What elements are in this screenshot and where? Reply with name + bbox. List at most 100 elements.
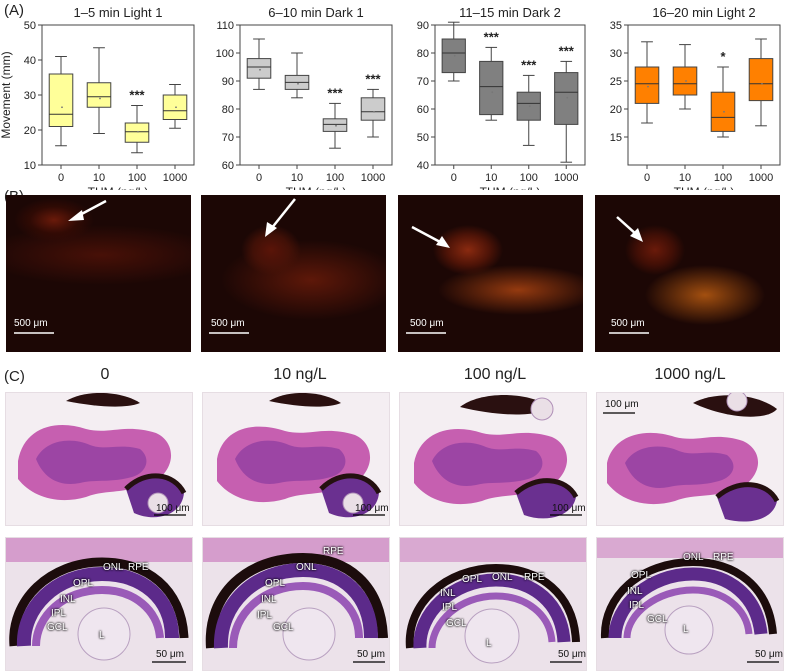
mean-point <box>566 96 569 99</box>
y-tick-label: 110 <box>216 20 234 32</box>
y-tick-label: 30 <box>24 90 36 102</box>
box <box>48 73 74 127</box>
box <box>748 58 774 102</box>
arrow-icon <box>209 198 296 334</box>
y-tick-label: 80 <box>417 48 429 60</box>
layer-label-ipl: IPL <box>629 600 645 611</box>
significance-label: *** <box>559 43 575 58</box>
mean-point <box>528 105 531 108</box>
fluorescence-image-10: 500 μm <box>201 195 386 352</box>
mean-point <box>647 85 649 88</box>
layer-label-opl: OPL <box>631 570 652 581</box>
y-tick-label: 35 <box>610 20 622 32</box>
scale-bar-label: 500 μm <box>611 318 645 329</box>
chart-title: 11–15 min Dark 2 <box>459 5 561 20</box>
layer-label-inl: INL <box>627 586 643 597</box>
layer-label-ipl: IPL <box>257 610 273 621</box>
box <box>554 72 579 125</box>
scale-bar-label: 100 μm <box>355 503 389 514</box>
plot-frame <box>434 24 586 166</box>
significance-label: *** <box>129 88 145 103</box>
box <box>360 97 386 121</box>
box <box>322 118 348 132</box>
layer-label-lens: L <box>99 630 105 641</box>
y-tick-label: 100 <box>216 48 234 60</box>
significance-label: *** <box>484 29 500 44</box>
significance-label: *** <box>521 57 537 72</box>
mean-point <box>685 80 687 82</box>
histology-retina-1000: ONL RPE OPL INL IPL GCL L 50 μm <box>596 537 784 671</box>
arrow-icon <box>609 216 649 334</box>
x-tick-label: 1000 <box>361 172 385 184</box>
histology-brain-10: 100 μm <box>202 392 390 526</box>
layer-label-onl: ONL <box>683 552 704 563</box>
y-tick-label: 15 <box>610 132 622 144</box>
x-axis-label: THM (ng/L) <box>286 185 347 190</box>
scale-bar-label: 500 μm <box>410 318 444 329</box>
layer-label-inl: INL <box>261 594 277 605</box>
box <box>516 91 541 121</box>
significance-label: *** <box>327 85 343 100</box>
plot-frame <box>627 24 781 166</box>
y-tick-label: 50 <box>417 132 429 144</box>
plot-frame <box>239 24 393 166</box>
layer-label-rpe: RPE <box>323 546 344 557</box>
panel-label-c: (C) <box>4 368 25 385</box>
chart-title: 6–10 min Dark 1 <box>268 5 363 20</box>
mean-point <box>491 91 494 94</box>
layer-label-inl: INL <box>60 594 76 605</box>
x-tick-label: 0 <box>451 172 457 184</box>
box <box>710 91 736 132</box>
layer-label-onl: ONL <box>296 562 317 573</box>
layer-label-gcl: GCL <box>446 618 467 629</box>
y-tick-label: 90 <box>222 76 234 88</box>
x-tick-label: 10 <box>93 172 105 184</box>
x-tick-label: 10 <box>485 172 497 184</box>
histology-brain-1000: 100 μm <box>596 392 784 526</box>
scale-bar-label: 50 μm <box>357 649 385 660</box>
y-tick-label: 10 <box>24 160 36 172</box>
histology-retina-100: OPL ONL RPE INL IPL GCL L 50 μm <box>399 537 587 671</box>
layer-label-gcl: GCL <box>47 622 68 633</box>
mean-point <box>373 110 375 113</box>
x-tick-label: 10 <box>291 172 303 184</box>
x-tick-label: 0 <box>256 172 262 184</box>
layer-label-onl: ONL <box>103 562 124 573</box>
scale-bar-label: 50 μm <box>156 649 184 660</box>
x-axis-label: THM (ng/L) <box>480 185 541 190</box>
x-tick-label: 1000 <box>749 172 773 184</box>
significance-label: *** <box>365 71 381 86</box>
y-tick-label: 20 <box>24 125 36 137</box>
y-tick-label: 70 <box>222 132 234 144</box>
x-tick-label: 100 <box>520 172 538 184</box>
scale-bar-label: 500 μm <box>14 318 48 329</box>
y-tick-label: 30 <box>610 48 622 60</box>
layer-label-opl: OPL <box>265 578 286 589</box>
layer-label-inl: INL <box>440 588 456 599</box>
chart-title: 16–20 min Light 2 <box>652 5 755 20</box>
layer-label-opl: OPL <box>462 574 483 585</box>
x-axis-label: THM (ng/L) <box>674 185 735 190</box>
x-tick-label: 100 <box>326 172 344 184</box>
layer-label-gcl: GCL <box>647 614 668 625</box>
histology-brain-0: 100 μm <box>5 392 193 526</box>
x-axis-label: THM (ng/L) <box>88 185 149 190</box>
x-tick-label: 100 <box>128 172 146 184</box>
mean-point <box>297 82 299 85</box>
layer-label-lens: L <box>486 638 492 649</box>
scale-bar-label: 100 μm <box>156 503 190 514</box>
mean-point <box>723 110 725 113</box>
layer-label-opl: OPL <box>73 578 94 589</box>
layer-label-onl: ONL <box>492 572 513 583</box>
scale-bar-label: 50 μm <box>755 649 783 660</box>
scale-bar-label: 100 μm <box>552 503 586 514</box>
mean-point <box>335 124 337 127</box>
layer-label-ipl: IPL <box>51 608 67 619</box>
mean-point <box>61 106 63 109</box>
layer-label-rpe: RPE <box>524 572 545 583</box>
histology-retina-10: ONL RPE OPL INL IPL GCL 50 μm <box>202 537 390 671</box>
scale-bar-label: 100 μm <box>605 399 639 410</box>
mean-point <box>99 97 101 100</box>
histology-brain-100: 100 μm <box>399 392 587 526</box>
box <box>634 66 660 104</box>
